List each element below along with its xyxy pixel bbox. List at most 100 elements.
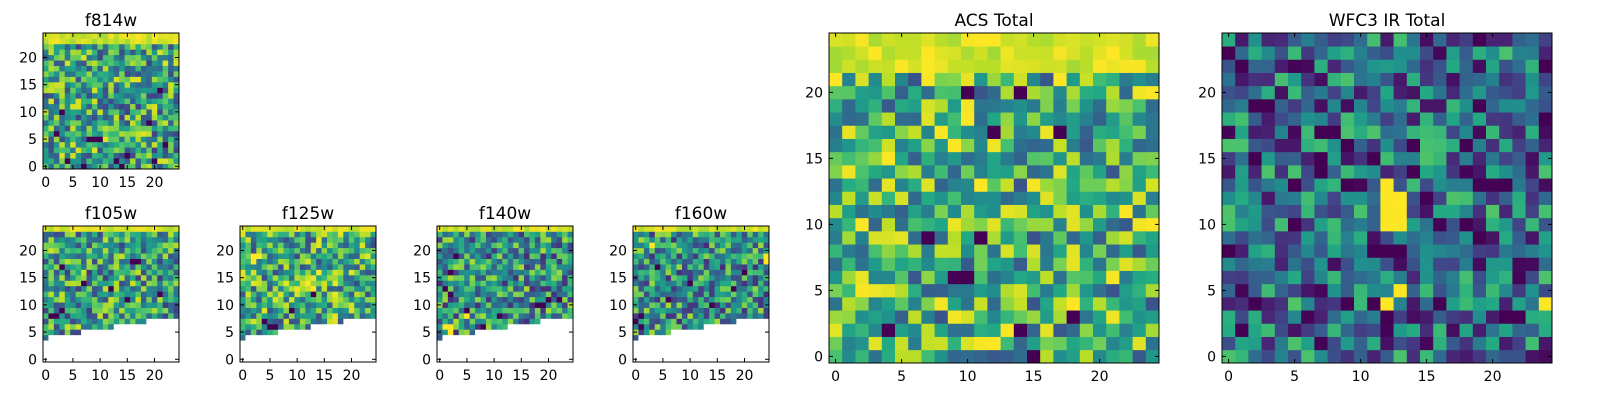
heatmap-cell bbox=[502, 323, 509, 330]
heatmap-cell bbox=[1040, 46, 1054, 60]
heatmap-cell bbox=[48, 307, 55, 314]
heatmap-cell bbox=[64, 242, 71, 249]
heatmap-cell bbox=[464, 291, 470, 298]
heatmap-cell bbox=[1538, 99, 1553, 113]
heatmap-cell bbox=[698, 258, 705, 265]
heatmap-cell bbox=[261, 264, 268, 270]
heatmap-cell bbox=[146, 351, 153, 357]
heatmap-cell bbox=[1327, 297, 1342, 311]
heatmap-cell bbox=[86, 54, 93, 61]
heatmap-cell bbox=[283, 291, 290, 298]
heatmap-cell bbox=[1079, 283, 1094, 298]
heatmap-cell bbox=[453, 226, 460, 232]
heatmap-cell bbox=[676, 291, 683, 298]
heatmap-cell bbox=[643, 269, 650, 276]
heatmap-cell bbox=[343, 242, 350, 249]
heatmap-cell bbox=[895, 270, 909, 285]
heatmap-cell bbox=[895, 112, 909, 126]
heatmap-cell bbox=[987, 217, 1001, 232]
heatmap-cell bbox=[59, 291, 66, 298]
heatmap-cell bbox=[1013, 231, 1028, 245]
heatmap-cell bbox=[70, 242, 76, 249]
heatmap-cell bbox=[102, 54, 109, 61]
heatmap-cell bbox=[736, 318, 743, 325]
heatmap-cell bbox=[108, 65, 115, 72]
heatmap-cell bbox=[698, 269, 705, 276]
heatmap-cell bbox=[1486, 270, 1500, 285]
heatmap-cell bbox=[157, 92, 164, 99]
heatmap-cell bbox=[1053, 310, 1067, 324]
heatmap-cell bbox=[97, 307, 104, 314]
heatmap-cell bbox=[240, 236, 246, 243]
heatmap-cell bbox=[1314, 46, 1328, 60]
heatmap-cell bbox=[895, 231, 909, 245]
heatmap-cell bbox=[1235, 244, 1249, 258]
heatmap-cell bbox=[1499, 283, 1513, 298]
heatmap-cell bbox=[556, 226, 563, 232]
heatmap-cell bbox=[567, 323, 574, 330]
heatmap-cell bbox=[660, 323, 666, 330]
heatmap-cell bbox=[1222, 165, 1236, 179]
heatmap-cell bbox=[540, 296, 547, 303]
heatmap-cell bbox=[524, 318, 530, 325]
heatmap-cell bbox=[709, 356, 715, 363]
heatmap-cell bbox=[108, 158, 115, 164]
heatmap-cell bbox=[934, 178, 949, 192]
heatmap-cell bbox=[868, 297, 883, 311]
heatmap-cell bbox=[1525, 244, 1540, 258]
heatmap-cell bbox=[53, 291, 60, 298]
heatmap-cell bbox=[1314, 165, 1328, 179]
heatmap-cell bbox=[1301, 178, 1315, 192]
heatmap-cell bbox=[453, 351, 460, 357]
heatmap-cell bbox=[162, 103, 169, 110]
heatmap-cell bbox=[86, 340, 93, 347]
heatmap-cell bbox=[513, 302, 519, 308]
heatmap-cell bbox=[332, 291, 339, 298]
heatmap-cell bbox=[43, 141, 49, 148]
heatmap-cell bbox=[343, 258, 350, 265]
heatmap-cell bbox=[316, 258, 322, 265]
heatmap-cell bbox=[934, 138, 949, 153]
heatmap-cell bbox=[442, 231, 449, 238]
heatmap-cell bbox=[119, 269, 125, 276]
heatmap-cell bbox=[267, 318, 273, 325]
heatmap-cell bbox=[250, 258, 257, 265]
heatmap-cell bbox=[469, 236, 476, 243]
heatmap-cell bbox=[480, 285, 487, 292]
heatmap-cell bbox=[1274, 33, 1289, 47]
heatmap-cell bbox=[1053, 151, 1067, 166]
heatmap-cell bbox=[119, 33, 125, 39]
heatmap-cell bbox=[64, 329, 71, 336]
heatmap-cell bbox=[59, 302, 66, 308]
heatmap-cell bbox=[108, 274, 115, 281]
heatmap-cell bbox=[480, 323, 487, 330]
heatmap-cell bbox=[842, 165, 856, 179]
heatmap-cell bbox=[868, 244, 883, 258]
heatmap-cell bbox=[475, 242, 481, 249]
heatmap-cell bbox=[288, 329, 295, 336]
heatmap-cell bbox=[337, 291, 344, 298]
heatmap-cell bbox=[168, 329, 174, 336]
heatmap-cell bbox=[709, 296, 715, 303]
heatmap-cell bbox=[714, 329, 721, 336]
heatmap-cell bbox=[736, 247, 743, 254]
heatmap-cell bbox=[1301, 99, 1315, 113]
heatmap-cell bbox=[1053, 336, 1067, 351]
heatmap-cell bbox=[91, 236, 98, 243]
heatmap-cell bbox=[59, 236, 66, 243]
heatmap-cell bbox=[327, 334, 333, 341]
heatmap-cell bbox=[75, 120, 82, 126]
heatmap-cell bbox=[842, 297, 856, 311]
heatmap-cell bbox=[1261, 231, 1276, 245]
heatmap-cell bbox=[1000, 178, 1015, 192]
heatmap-cell bbox=[294, 274, 301, 281]
heatmap-cell bbox=[124, 147, 131, 154]
heatmap-cell bbox=[91, 291, 98, 298]
heatmap-cell bbox=[97, 49, 104, 56]
heatmap-cell bbox=[299, 226, 306, 232]
heatmap-cell bbox=[1327, 138, 1342, 153]
heatmap-cell bbox=[524, 296, 530, 303]
heatmap-cell bbox=[1459, 112, 1474, 126]
heatmap-cell bbox=[496, 318, 503, 325]
heatmap-cell bbox=[162, 60, 169, 66]
